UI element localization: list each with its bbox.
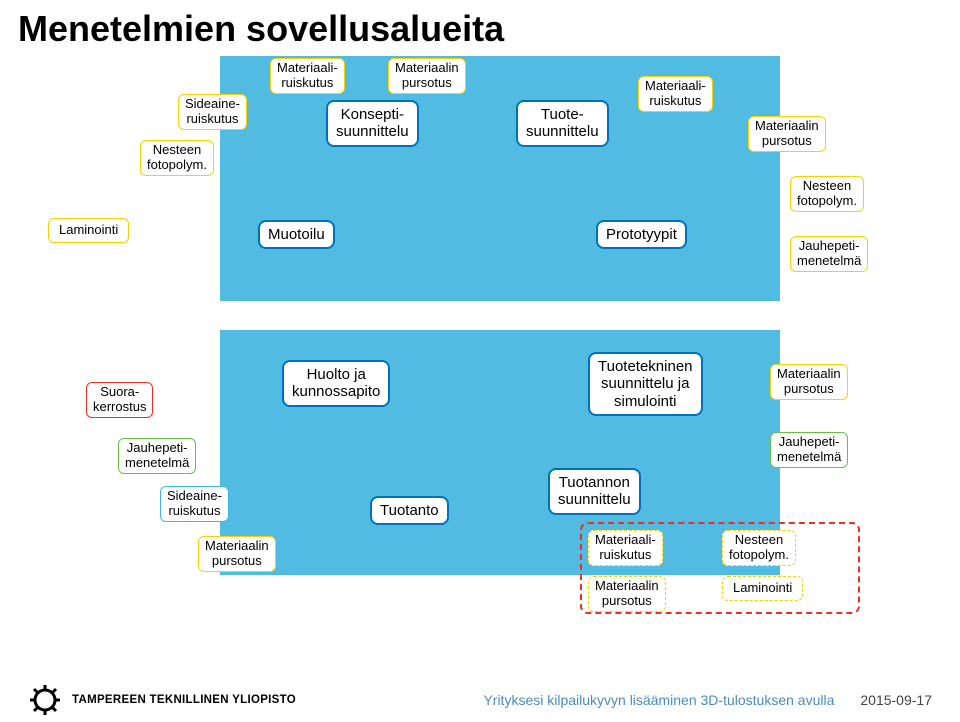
tag-sideaine-ruiskutus-t: Sideaine-ruiskutus bbox=[178, 94, 247, 130]
tag-label: Jauhepeti-menetelmä bbox=[797, 238, 861, 268]
node-label: Prototyypit bbox=[606, 226, 677, 243]
footer: TAMPEREEN TEKNILLINEN YLIOPISTO Yritykse… bbox=[0, 678, 960, 722]
tag-label: Materiaalinpursotus bbox=[395, 60, 459, 90]
node-label: Huolto jakunnossapito bbox=[292, 366, 380, 400]
node-label: Tuotetekninensuunnittelu jasimulointi bbox=[598, 358, 693, 410]
node-label: Muotoilu bbox=[268, 226, 325, 243]
tag-label: Materiaalinpursotus bbox=[755, 118, 819, 148]
node-tuotetekninen: Tuotetekninensuunnittelu jasimulointi bbox=[588, 352, 703, 416]
node-label: Tuote-suunnittelu bbox=[526, 106, 599, 140]
tag-materiaalin-pursotus-t2: Materiaalinpursotus bbox=[748, 116, 826, 152]
node-label: Tuotanto bbox=[380, 502, 439, 519]
node-tuotannon: Tuotannonsuunnittelu bbox=[548, 468, 641, 515]
node-label: Tuotannonsuunnittelu bbox=[558, 474, 631, 508]
node-proto: Prototyypit bbox=[596, 220, 687, 249]
tag-laminointi-t: Laminointi bbox=[48, 218, 129, 243]
tag-label: Jauhepeti-menetelmä bbox=[777, 434, 841, 464]
tag-label: Laminointi bbox=[59, 222, 118, 237]
tag-materiaalin-pursotus-t1: Materiaalinpursotus bbox=[388, 58, 466, 94]
tag-label: Materiaalinpursotus bbox=[777, 366, 841, 396]
tag-label: Nesteenfotopolym. bbox=[797, 178, 857, 208]
tag-materiaali-ruiskutus-t2: Materiaali-ruiskutus bbox=[638, 76, 713, 112]
tag-materiaali-ruiskutus-t1: Materiaali-ruiskutus bbox=[270, 58, 345, 94]
page-title: Menetelmien sovellusalueita bbox=[18, 8, 504, 50]
footer-university: TAMPEREEN TEKNILLINEN YLIOPISTO bbox=[72, 694, 296, 706]
node-tuote: Tuote-suunnittelu bbox=[516, 100, 609, 147]
tag-label: Jauhepeti-menetelmä bbox=[125, 440, 189, 470]
node-tuotanto: Tuotanto bbox=[370, 496, 449, 525]
node-huolto: Huolto jakunnossapito bbox=[282, 360, 390, 407]
node-muotoilu: Muotoilu bbox=[258, 220, 335, 249]
tag-label: Materiaali-ruiskutus bbox=[277, 60, 338, 90]
tag-materiaalin-pursotus-r: Materiaalinpursotus bbox=[770, 364, 848, 400]
footer-logo: TAMPEREEN TEKNILLINEN YLIOPISTO bbox=[28, 683, 296, 717]
tag-sideaine-ruiskutus-l: Sideaine-ruiskutus bbox=[160, 486, 229, 522]
gear-icon bbox=[28, 683, 62, 717]
node-konsepti: Konsepti-suunnittelu bbox=[326, 100, 419, 147]
dashed-group-box bbox=[580, 522, 860, 614]
tag-jauhepeti-right: Jauhepeti-menetelmä bbox=[770, 432, 848, 468]
tag-label: Nesteenfotopolym. bbox=[147, 142, 207, 172]
tag-nesteen-fotopolym-t2: Nesteenfotopolym. bbox=[790, 176, 864, 212]
tag-nesteen-fotopolym-t: Nesteenfotopolym. bbox=[140, 140, 214, 176]
footer-date: 2015-09-17 bbox=[860, 692, 932, 708]
tag-suora-kerrostus: Suora-kerrostus bbox=[86, 382, 153, 418]
tag-jauhepeti-t: Jauhepeti-menetelmä bbox=[790, 236, 868, 272]
tag-jauhepeti-left: Jauhepeti-menetelmä bbox=[118, 438, 196, 474]
tag-label: Sideaine-ruiskutus bbox=[185, 96, 240, 126]
node-label: Konsepti-suunnittelu bbox=[336, 106, 409, 140]
tag-label: Materiaalinpursotus bbox=[205, 538, 269, 568]
tag-materiaalin-pursotus-l: Materiaalinpursotus bbox=[198, 536, 276, 572]
tag-label: Suora-kerrostus bbox=[93, 384, 146, 414]
tag-label: Sideaine-ruiskutus bbox=[167, 488, 222, 518]
footer-talk-title: Yrityksesi kilpailukyvyn lisääminen 3D-t… bbox=[483, 692, 834, 708]
tag-label: Materiaali-ruiskutus bbox=[645, 78, 706, 108]
